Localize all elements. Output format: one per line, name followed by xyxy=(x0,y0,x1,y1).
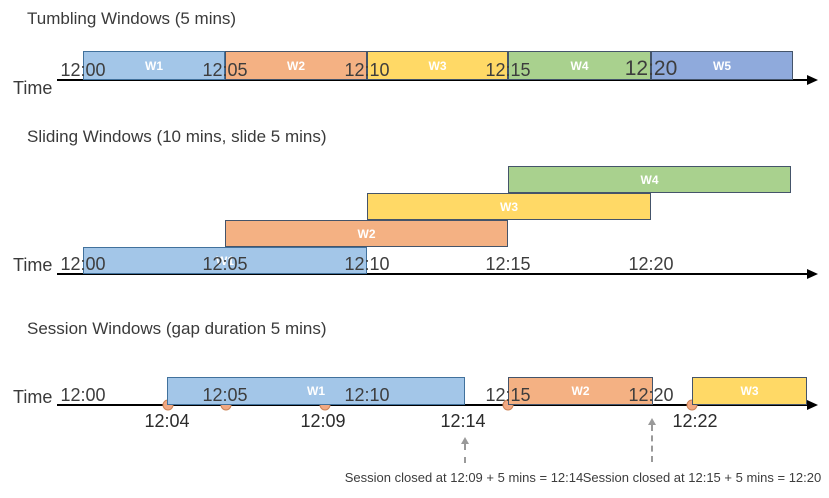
arrowhead-up-icon xyxy=(648,418,656,425)
event-time-label-12-14: 12:14 xyxy=(440,411,486,431)
time-tick-12-15: 12:15 xyxy=(485,60,531,80)
window-bar-w4: W4 xyxy=(508,51,651,80)
session-close-arrow xyxy=(648,418,656,462)
window-bar-w3: W3 xyxy=(367,51,508,80)
time-axis-arrowhead-icon xyxy=(807,400,818,410)
time-axis-arrowhead-icon xyxy=(807,269,818,279)
window-bar-w1: W1 xyxy=(167,377,465,405)
section-title: Session Windows (gap duration 5 mins) xyxy=(27,319,327,338)
time-tick-12-05: 12:05 xyxy=(202,385,248,405)
session-close-annotation: Session closed at 12:15 + 5 mins = 12:20 xyxy=(582,470,822,485)
session-close-arrow xyxy=(461,437,469,463)
window-bar-label: W3 xyxy=(428,58,447,73)
window-bar-w3: W3 xyxy=(367,193,651,220)
event-time-label-12-04: 12:04 xyxy=(144,411,190,431)
window-bar-label: W4 xyxy=(640,172,659,187)
window-bar-label: W2 xyxy=(357,226,376,241)
time-axis-label: Time xyxy=(13,78,53,98)
time-tick-12-20: 12:20 xyxy=(628,254,674,274)
time-tick-12-00: 12:00 xyxy=(60,60,106,80)
time-tick-12-05: 12:05 xyxy=(202,60,248,80)
time-axis-label: Time xyxy=(13,255,53,275)
time-axis-line xyxy=(57,273,809,275)
time-axis-line xyxy=(57,79,809,81)
time-tick-12-15: 12:15 xyxy=(485,254,531,274)
window-bar-w2: W2 xyxy=(225,220,508,247)
session-close-annotation: Session closed at 12:09 + 5 mins = 12:14 xyxy=(344,470,584,485)
time-tick-12-05: 12:05 xyxy=(202,254,248,274)
arrow-dashed-line xyxy=(464,444,466,463)
arrowhead-up-icon xyxy=(461,437,469,444)
time-tick-12-15: 12:15 xyxy=(485,385,531,405)
time-tick-12-00: 12:00 xyxy=(60,254,106,274)
window-bar-w2: W2 xyxy=(225,51,367,80)
window-bar-w4: W4 xyxy=(508,166,791,193)
section-title: Tumbling Windows (5 mins) xyxy=(27,9,237,28)
time-axis-label: Time xyxy=(13,387,53,407)
window-bar-label: W1 xyxy=(307,384,325,398)
window-bar-label: W3 xyxy=(740,384,759,398)
window-bar-label: W2 xyxy=(287,58,305,73)
event-time-label-12-09: 12:09 xyxy=(300,411,346,431)
time-tick-12-20: 12:20 xyxy=(628,385,674,405)
time-axis-arrowhead-icon xyxy=(807,75,818,85)
time-axis-line xyxy=(57,404,809,406)
window-bar-w1: W1 xyxy=(83,51,225,80)
window-bar-label: W2 xyxy=(571,384,590,398)
time-tick-12-00: 12:00 xyxy=(60,385,106,405)
window-bar-label: W4 xyxy=(570,58,589,73)
event-time-label-12-22: 12:22 xyxy=(672,411,718,431)
window-bar-w3: W3 xyxy=(692,377,807,405)
time-tick-12-10: 12:10 xyxy=(344,254,390,274)
window-bar-label: W5 xyxy=(713,58,731,73)
time-tick-12-10: 12:10 xyxy=(344,385,390,405)
arrow-dashed-line xyxy=(651,425,653,462)
window-bar-w5: W5 xyxy=(651,51,793,80)
window-bar-label: W1 xyxy=(145,58,163,73)
window-bar-w1: W1 xyxy=(83,247,367,274)
time-tick-12-20: 12:20 xyxy=(624,57,678,80)
window-bar-label: W3 xyxy=(500,199,518,214)
window-bar-label: W1 xyxy=(216,253,234,268)
section-title: Sliding Windows (10 mins, slide 5 mins) xyxy=(27,127,327,146)
time-tick-12-10: 12:10 xyxy=(344,60,390,80)
window-bar-w2: W2 xyxy=(508,377,653,405)
